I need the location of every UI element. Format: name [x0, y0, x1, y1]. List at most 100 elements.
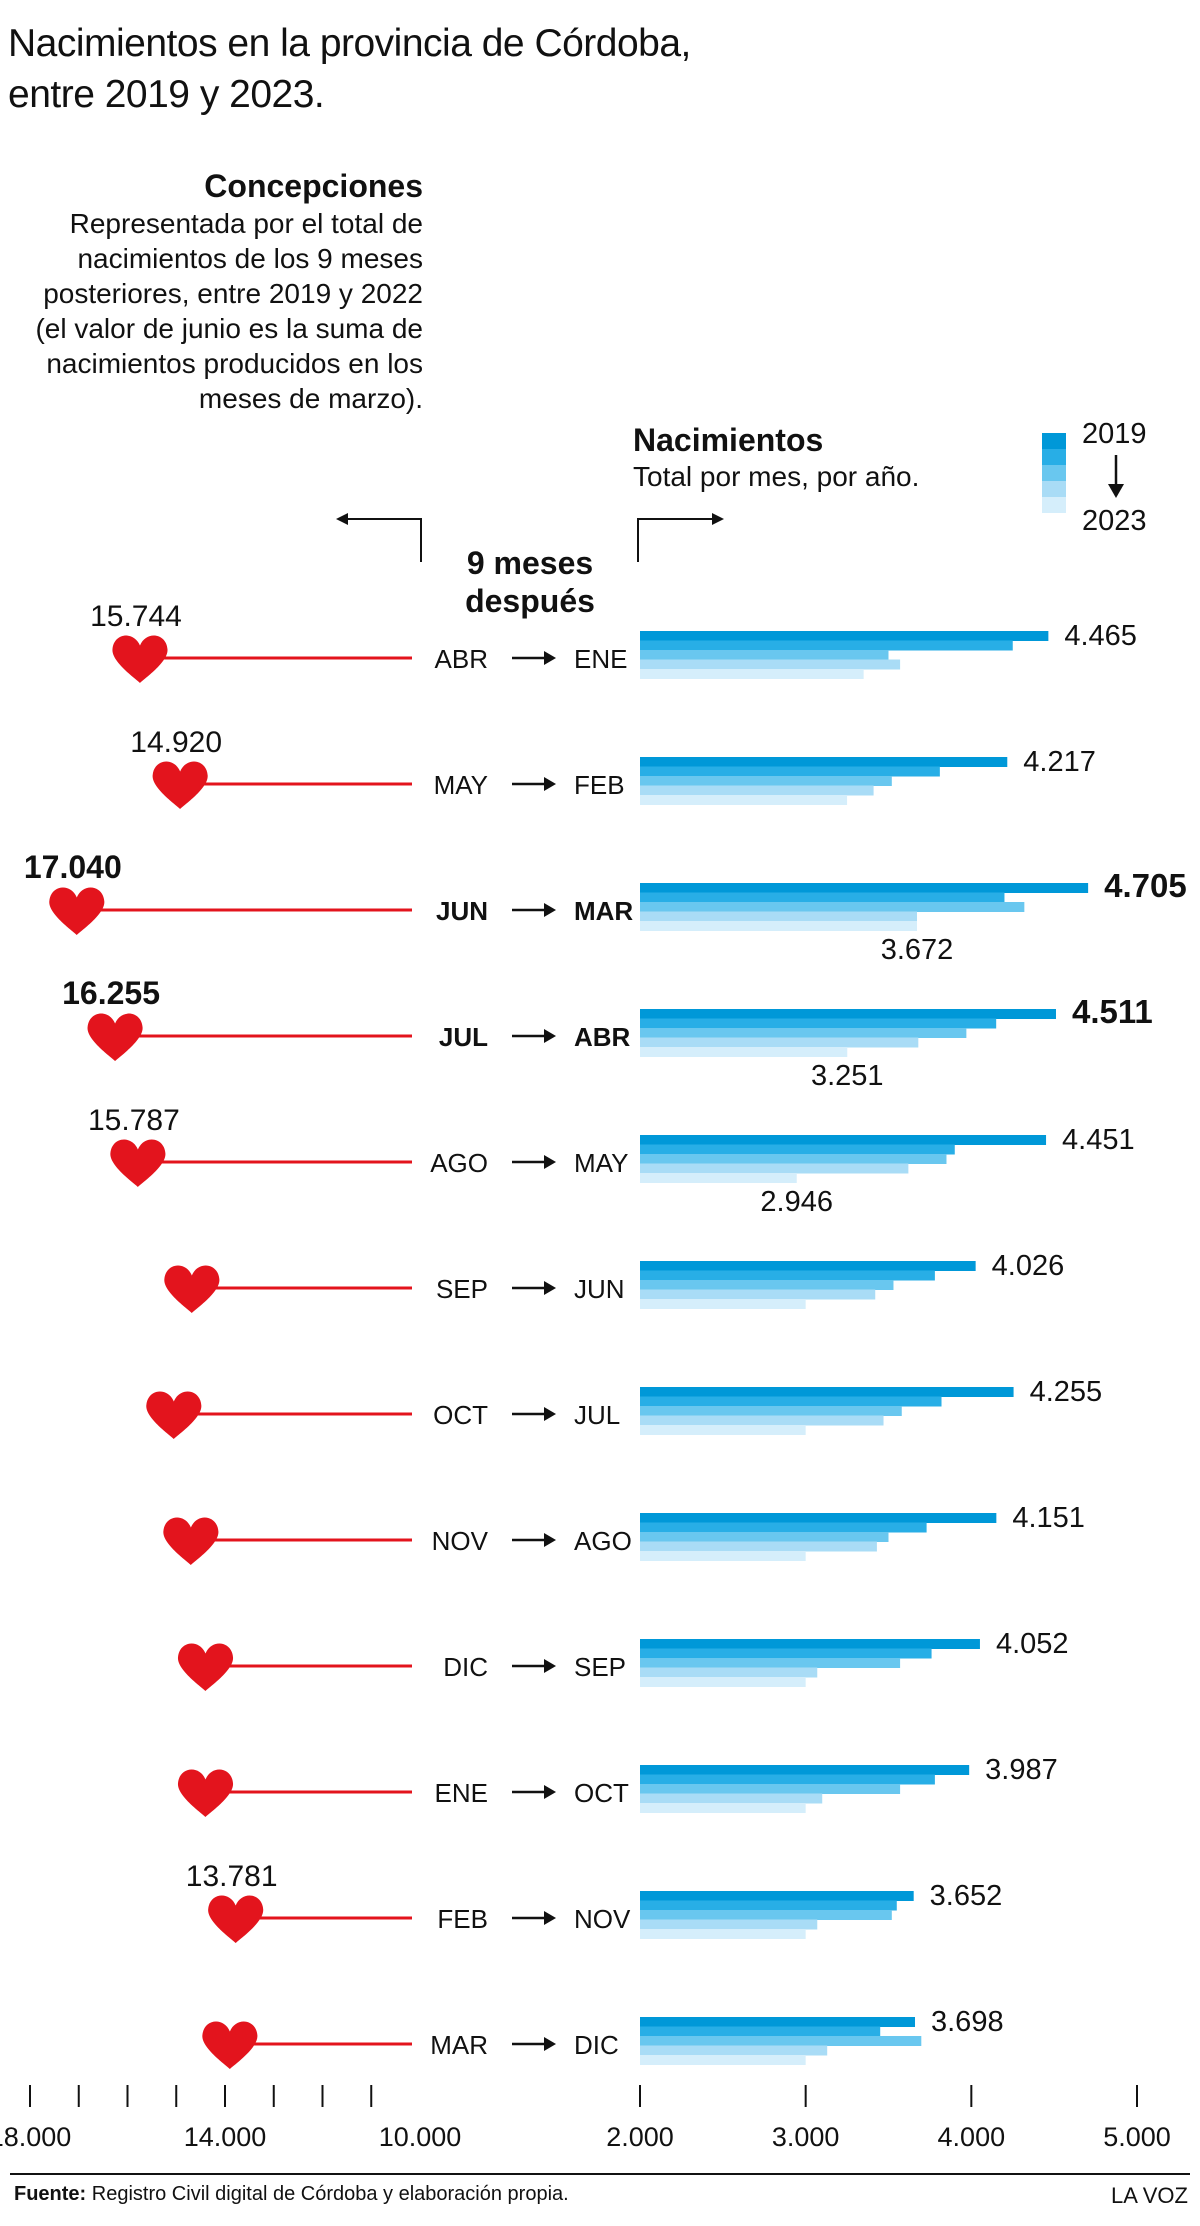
concepcion-value-label: 17.040	[24, 849, 122, 885]
month-arrow-head	[544, 1407, 556, 1421]
bar-1	[640, 640, 1013, 651]
nacimiento-month-label: MAR	[574, 896, 633, 926]
bar-0	[640, 1891, 914, 1901]
bar-value-label-max: 4.511	[1072, 993, 1153, 1030]
concepcion-month-label: DIC	[443, 1652, 488, 1682]
concepcion-month-label: AGO	[430, 1148, 488, 1178]
bar-2	[640, 650, 889, 660]
nacimiento-month-label: FEB	[574, 770, 625, 800]
concepcion-month-label: FEB	[437, 1904, 488, 1934]
bar-value-label-max: 3.698	[931, 2006, 1004, 2038]
left-direction-arrow	[346, 518, 422, 562]
bar-2	[640, 1028, 967, 1038]
concepciones-chart: 15.744 ABR 14.920 MAY 17.040 JUN 16.255 JUL 15.7…	[24, 600, 556, 2069]
heart-icon	[163, 1517, 219, 1565]
concepcion-month-label: ABR	[435, 644, 488, 674]
nacimientos-chart: ENE 4.465 FEB 4.217 MAR 4.705 3.672 ABR 4.511 3.2…	[574, 620, 1187, 2065]
heart-icon	[202, 2021, 258, 2069]
month-arrow-head	[544, 1911, 556, 1925]
bar-1	[640, 2026, 881, 2037]
month-arrow-head	[544, 1659, 556, 1673]
nacimiento-month-label: DIC	[574, 2030, 619, 2060]
legend-swatches	[1042, 433, 1124, 513]
heart-icon	[177, 1643, 234, 1691]
bar-2	[640, 776, 892, 786]
left-axis-tick-label: 10.000	[379, 2122, 462, 2152]
bar-value-label-min: 3.672	[881, 934, 954, 966]
heart-icon	[87, 1013, 143, 1061]
bar-value-label-max: 4.026	[992, 1250, 1065, 1282]
right-axis-tick-label: 3.000	[772, 2122, 840, 2152]
concepciones-header: Concepciones Representada por el total d…	[20, 166, 423, 416]
legend-swatch	[1042, 497, 1066, 513]
concepcion-month-label: NOV	[432, 1526, 489, 1556]
source-text: Registro Civil digital de Córdoba y elab…	[91, 2183, 569, 2205]
bar-value-label-max: 4.465	[1064, 620, 1137, 652]
bar-4	[640, 1425, 806, 1435]
concepcion-month-label: MAR	[430, 2030, 488, 2060]
heart-icon	[110, 1139, 166, 1187]
bar-3	[640, 1163, 909, 1174]
nacimiento-month-label: ENE	[574, 644, 627, 674]
bar-4	[640, 669, 864, 679]
right-axis-tick-label: 2.000	[606, 2122, 674, 2152]
bar-value-label-max: 4.705	[1104, 867, 1187, 904]
bar-value-label-max: 4.217	[1023, 746, 1096, 778]
nacimientos-heading: Nacimientos	[633, 422, 824, 458]
bar-2	[640, 902, 1025, 912]
concepcion-month-label: SEP	[436, 1274, 488, 1304]
month-arrow-head	[544, 1785, 556, 1799]
month-arrow-head	[544, 651, 556, 665]
concepciones-heading: Concepciones	[204, 168, 423, 204]
bar-2	[640, 1532, 889, 1542]
heart-icon	[49, 887, 105, 935]
bar-value-label-max: 4.151	[1012, 1502, 1085, 1534]
bar-2	[640, 2036, 922, 2046]
bar-4	[640, 1929, 806, 1939]
right-axis-tick-label: 4.000	[938, 2122, 1006, 2152]
page-title: Nacimientos en la provincia de Córdoba, …	[8, 22, 691, 116]
left-direction-arrowhead	[336, 513, 348, 525]
bar-1	[640, 1270, 935, 1281]
concepcion-value-label: 16.255	[62, 975, 160, 1011]
concepcion-value-label: 14.920	[130, 726, 222, 759]
month-arrow-head	[544, 1029, 556, 1043]
bar-3	[640, 2045, 828, 2056]
month-arrow-head	[544, 777, 556, 791]
bar-value-label-min: 3.251	[811, 1060, 884, 1092]
bar-0	[640, 1387, 1014, 1397]
footer-source: Fuente: Registro Civil digital de Córdob…	[14, 2183, 569, 2206]
bar-1	[640, 1900, 897, 1911]
legend-swatch	[1042, 465, 1066, 481]
bar-value-label-max: 3.987	[985, 1754, 1058, 1786]
bar-0	[640, 757, 1008, 767]
bar-3	[640, 1541, 877, 1552]
bar-4	[640, 795, 848, 805]
bar-value-label-max: 4.052	[996, 1628, 1069, 1660]
bar-3	[640, 1289, 876, 1300]
month-arrow-head	[544, 1533, 556, 1547]
bar-value-label-max: 3.652	[930, 1880, 1003, 1912]
bar-0	[640, 2017, 916, 2027]
concepcion-month-label: OCT	[433, 1400, 488, 1430]
heart-icon	[146, 1391, 202, 1439]
nacimiento-month-label: ABR	[574, 1022, 631, 1052]
bar-4	[640, 1299, 806, 1309]
bar-0	[640, 1261, 976, 1271]
concepcion-value-label: 15.787	[88, 1104, 180, 1137]
bar-4	[640, 1677, 806, 1687]
right-direction-arrow	[637, 518, 714, 562]
bar-1	[640, 892, 1005, 903]
nacimiento-month-label: AGO	[574, 1526, 632, 1556]
concepcion-value-label: 13.781	[186, 1860, 278, 1893]
legend-end-year: 2023	[1082, 505, 1147, 537]
nine-months-label: 9 meses después	[465, 545, 595, 619]
legend-start-year: 2019	[1082, 418, 1147, 450]
source-label: Fuente:	[14, 2183, 87, 2205]
bar-2	[640, 1154, 947, 1164]
legend-swatch	[1042, 433, 1066, 449]
bar-0	[640, 1513, 997, 1523]
bar-3	[640, 1793, 823, 1804]
nacimiento-month-label: SEP	[574, 1652, 626, 1682]
